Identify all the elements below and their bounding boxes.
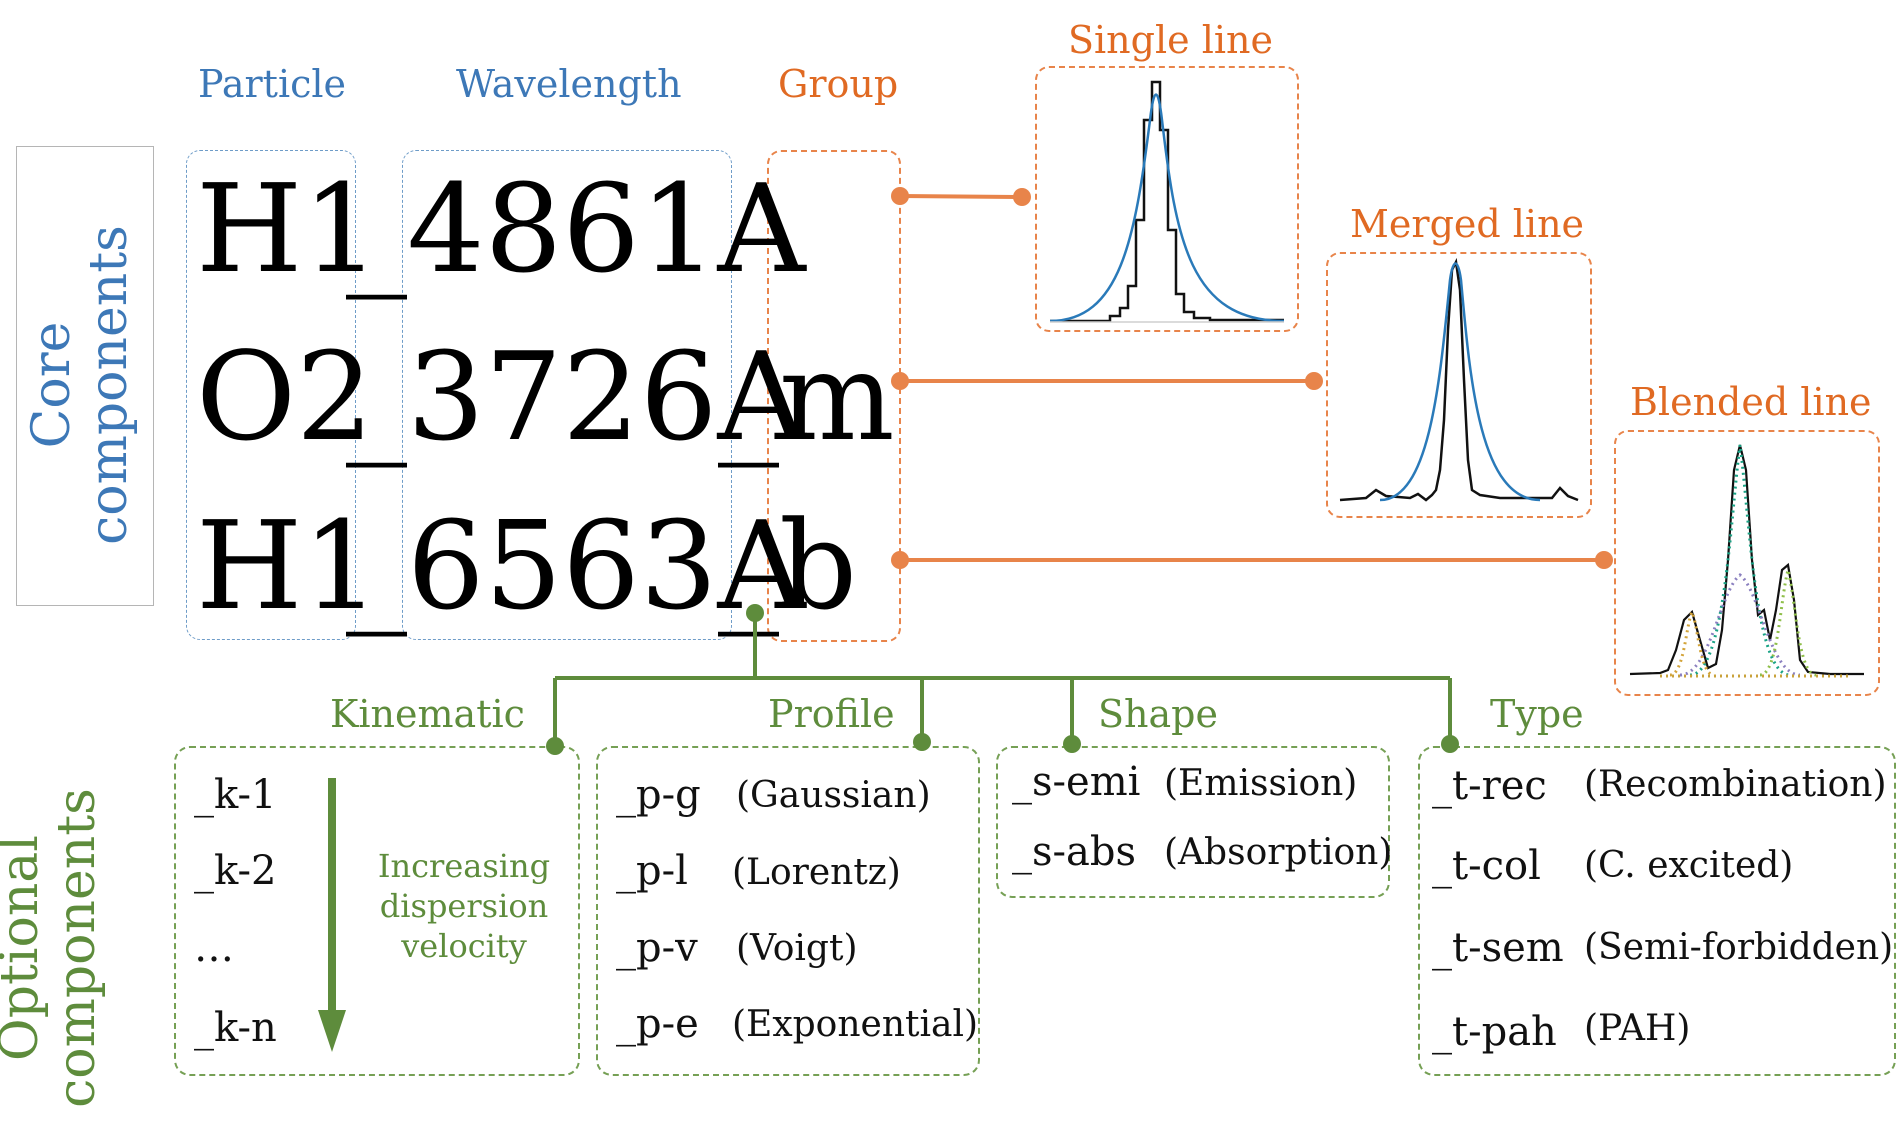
profile-desc-1: (Gaussian) — [736, 775, 931, 816]
profile-code-2: _p-l — [616, 848, 688, 894]
header-wavelength: Wavelength — [456, 62, 682, 106]
shape-code-2: _s-abs — [1012, 829, 1137, 875]
row3-particle: H1 — [196, 495, 381, 637]
connector-merged-start-dot — [891, 372, 909, 390]
row2-wavelength: _3726A — [346, 326, 806, 468]
kinematic-note: Increasing dispersion velocity — [374, 846, 554, 966]
blended-observed-steps — [1629, 444, 1864, 676]
type-desc-3: (Semi-forbidden) — [1584, 927, 1894, 968]
kinematic-item-4: _k-n — [194, 1005, 277, 1051]
kinematic-note-line1: Increasing — [377, 847, 551, 885]
kinematic-item-2: _k-2 — [194, 848, 277, 894]
type-code-3: _t-sem — [1432, 925, 1564, 971]
type-code-1: _t-rec — [1432, 763, 1547, 809]
profile-title: Profile — [768, 692, 895, 736]
kinematic-note-line3: velocity — [401, 927, 527, 965]
shape-desc-1: (Emission) — [1164, 763, 1358, 804]
merged-gaussian-fit — [1379, 262, 1541, 502]
row1-wavelength: _4861A — [346, 158, 806, 300]
kinematic-note-line2: dispersion — [379, 887, 549, 925]
connector-merged-end-dot — [1305, 372, 1323, 390]
single-line-spectrum — [1049, 80, 1285, 323]
shape-code-1: _s-emi — [1012, 759, 1141, 805]
blended-line-spectrum — [1629, 444, 1864, 678]
dispersion-arrow — [318, 778, 346, 1052]
header-group: Group — [778, 62, 899, 106]
connector-single-end-dot — [1013, 188, 1031, 206]
single-gaussian-fit — [1049, 93, 1285, 323]
row2-group: _m — [718, 326, 895, 468]
row3-group: _b — [718, 495, 858, 637]
tree-shape-dot — [1063, 735, 1081, 753]
kinematic-box — [174, 746, 580, 1076]
tree-type-dot — [1441, 735, 1459, 753]
connector-single-start-dot — [891, 187, 909, 205]
row2-particle: O2 — [196, 326, 374, 468]
profile-box — [596, 746, 980, 1076]
panel-blended — [1614, 430, 1880, 696]
panel-single-title: Single line — [1068, 18, 1273, 62]
shape-title: Shape — [1098, 692, 1218, 736]
core-components-box — [16, 146, 154, 606]
type-title: Type — [1490, 692, 1584, 736]
diagram-graphics — [318, 80, 1864, 1052]
tree-profile-dot — [913, 733, 931, 751]
type-code-4: _t-pah — [1432, 1009, 1557, 1055]
profile-desc-3: (Voigt) — [736, 928, 858, 969]
blended-component-broad — [1679, 573, 1801, 677]
panel-merged-title: Merged line — [1350, 202, 1585, 246]
group-connectors — [891, 187, 1613, 569]
shape-box — [996, 746, 1390, 898]
panel-single — [1035, 66, 1299, 332]
row3-wavelength: _6563A — [346, 495, 806, 637]
connector-blended-end-dot — [1595, 551, 1613, 569]
particle-box — [186, 150, 356, 640]
merged-observed-steps — [1339, 257, 1579, 502]
profile-code-4: _p-e — [616, 1001, 699, 1047]
single-observed-steps — [1050, 80, 1284, 323]
connector-blended-start-dot — [891, 551, 909, 569]
panel-merged — [1326, 252, 1592, 518]
panel-blended-title: Blended line — [1630, 380, 1872, 424]
shape-desc-2: (Absorption) — [1164, 832, 1393, 873]
type-box — [1418, 746, 1896, 1076]
tree-kinematic-dot — [546, 737, 564, 755]
connector-single — [899, 194, 1023, 199]
profile-desc-4: (Exponential) — [732, 1004, 979, 1045]
type-desc-4: (PAH) — [1584, 1008, 1691, 1049]
profile-code-1: _p-g — [616, 772, 701, 818]
profile-desc-2: (Lorentz) — [732, 852, 901, 893]
type-desc-2: (C. excited) — [1584, 845, 1794, 886]
group-box — [767, 150, 901, 642]
dispersion-arrow-head — [318, 1010, 346, 1052]
blended-component-red — [1759, 564, 1817, 677]
row1-particle: H1 — [196, 158, 381, 300]
kinematic-title: Kinematic — [330, 692, 525, 736]
kinematic-item-1: _k-1 — [194, 772, 277, 818]
profile-code-3: _p-v — [616, 925, 698, 971]
blended-component-narrow — [1689, 444, 1791, 677]
type-desc-1: (Recombination) — [1584, 764, 1887, 805]
optional-tree — [546, 604, 1459, 755]
wavelength-box — [402, 150, 732, 640]
type-code-2: _t-col — [1432, 843, 1541, 889]
header-particle: Particle — [198, 62, 347, 106]
merged-line-spectrum — [1339, 257, 1579, 502]
kinematic-item-3: … — [194, 925, 234, 971]
